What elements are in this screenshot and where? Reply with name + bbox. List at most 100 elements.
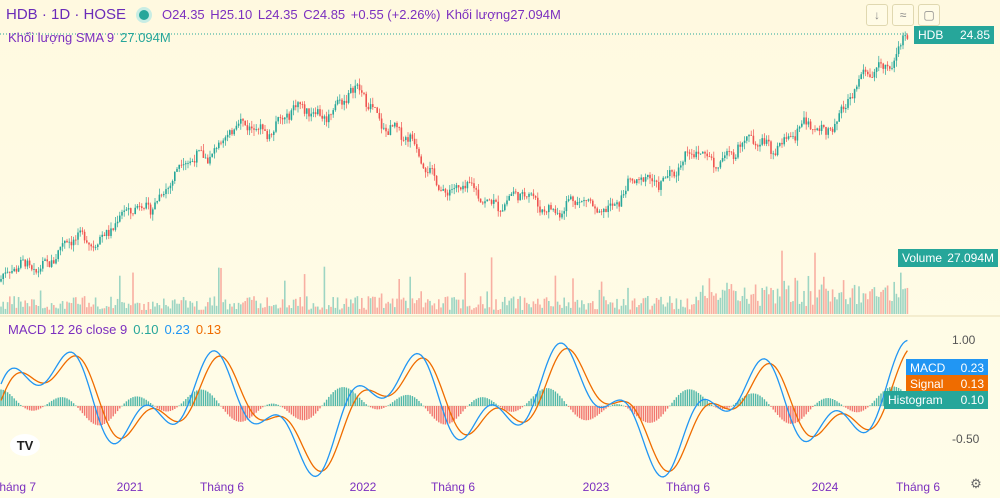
histogram-bar [737, 401, 739, 406]
candle-body [385, 127, 387, 132]
symbol-title[interactable]: HDB · 1D · HOSE [6, 6, 127, 23]
volume-bar [193, 306, 196, 314]
histogram-bar [196, 390, 198, 406]
volume-bar [242, 302, 244, 314]
histogram-bar [508, 406, 510, 412]
histogram-bar [596, 406, 598, 416]
histogram-bar [343, 387, 345, 406]
candle-body [176, 168, 178, 172]
histogram-bar [277, 404, 279, 406]
volume-bar [105, 306, 108, 314]
volume-bar [299, 297, 301, 314]
histogram-bar [237, 406, 240, 422]
volume-bar [345, 298, 348, 314]
histogram-bar [233, 406, 235, 421]
candle-body [545, 211, 548, 213]
candle-body [57, 250, 59, 260]
volume-bar [248, 297, 251, 314]
macd-tag: MACD 0.23 [906, 359, 988, 377]
candle-body [314, 112, 317, 115]
volume-bar [253, 296, 255, 314]
volume-bar [402, 297, 405, 314]
settings-icon[interactable]: ⚙ [970, 476, 982, 491]
histogram-bar [235, 406, 238, 422]
volume-bar [794, 277, 796, 314]
candle-body [257, 129, 260, 130]
volume-bar [427, 299, 429, 314]
histogram-bar [539, 390, 541, 406]
histogram-bar [497, 405, 499, 406]
volume-bar [92, 304, 95, 314]
histogram-bar [136, 396, 139, 406]
move-down-icon[interactable]: ↓ [866, 4, 888, 26]
candle-body [728, 151, 730, 152]
candle-body [248, 126, 251, 131]
volume-bar [730, 284, 733, 314]
histogram-bar [871, 403, 873, 406]
volume-bar [284, 280, 286, 314]
histogram-bar [369, 406, 372, 408]
maximize-icon[interactable]: ▢ [918, 4, 940, 26]
volume-bar [897, 297, 900, 314]
volume-bar [341, 308, 343, 314]
volume-bar [165, 304, 167, 314]
histogram-bar [70, 401, 73, 406]
volume-bar [869, 291, 871, 314]
volume-bar [484, 308, 486, 314]
volume-bar [6, 302, 9, 314]
histogram-bar [424, 406, 427, 409]
histogram-bar [554, 391, 557, 406]
histogram-bar [50, 400, 53, 406]
collapse-icon[interactable]: ≈ [892, 4, 914, 26]
tradingview-logo-icon[interactable]: TV [10, 434, 40, 456]
histogram-bar [462, 406, 464, 412]
volume-bar [735, 291, 737, 314]
histogram-bar [143, 398, 145, 406]
volume-bar [790, 301, 792, 314]
volume-bar [680, 299, 682, 314]
histogram-bar [59, 397, 62, 406]
histogram-bar [880, 393, 882, 406]
candle-body [893, 60, 895, 68]
candle-body [724, 155, 726, 159]
volume-sma-legend[interactable]: Khối lượng SMA 9 27.094M [8, 30, 171, 45]
candle-body [64, 240, 66, 244]
candle-body [611, 203, 614, 206]
histogram-bar [68, 399, 70, 406]
volume-bar [292, 299, 295, 314]
candle-body [123, 210, 125, 212]
histogram-bar [211, 395, 213, 406]
histogram-bar [215, 400, 218, 406]
candle-body [825, 126, 827, 135]
histogram-bar [314, 406, 317, 414]
histogram-bar [825, 398, 827, 406]
histogram-bar [187, 396, 189, 406]
histogram-bar [270, 403, 273, 406]
histogram-bar [345, 387, 348, 406]
volume-bar [589, 302, 592, 314]
volume-bar [314, 306, 317, 314]
candle-body [116, 221, 119, 224]
histogram-bar [834, 400, 836, 406]
candle-body [119, 215, 121, 222]
histogram-bar [147, 401, 150, 406]
volume-bar [691, 304, 693, 314]
volume-bar [266, 297, 268, 314]
candle-body [396, 122, 398, 128]
candle-body [279, 117, 282, 118]
histogram-bar [570, 406, 572, 410]
volume-bar [763, 289, 766, 314]
volume-bar [141, 309, 143, 314]
volume-bar [816, 297, 818, 314]
candle-body [849, 97, 851, 99]
volume-bar [127, 303, 130, 314]
volume-bar [834, 297, 836, 314]
candle-body [332, 110, 334, 115]
candle-body [840, 106, 843, 114]
volume-bar [506, 305, 508, 314]
candle-body [378, 112, 381, 119]
macd-legend[interactable]: MACD 12 26 close 9 0.10 0.23 0.13 [8, 322, 221, 337]
volume-bar [143, 303, 145, 314]
volume-bar [752, 293, 755, 314]
